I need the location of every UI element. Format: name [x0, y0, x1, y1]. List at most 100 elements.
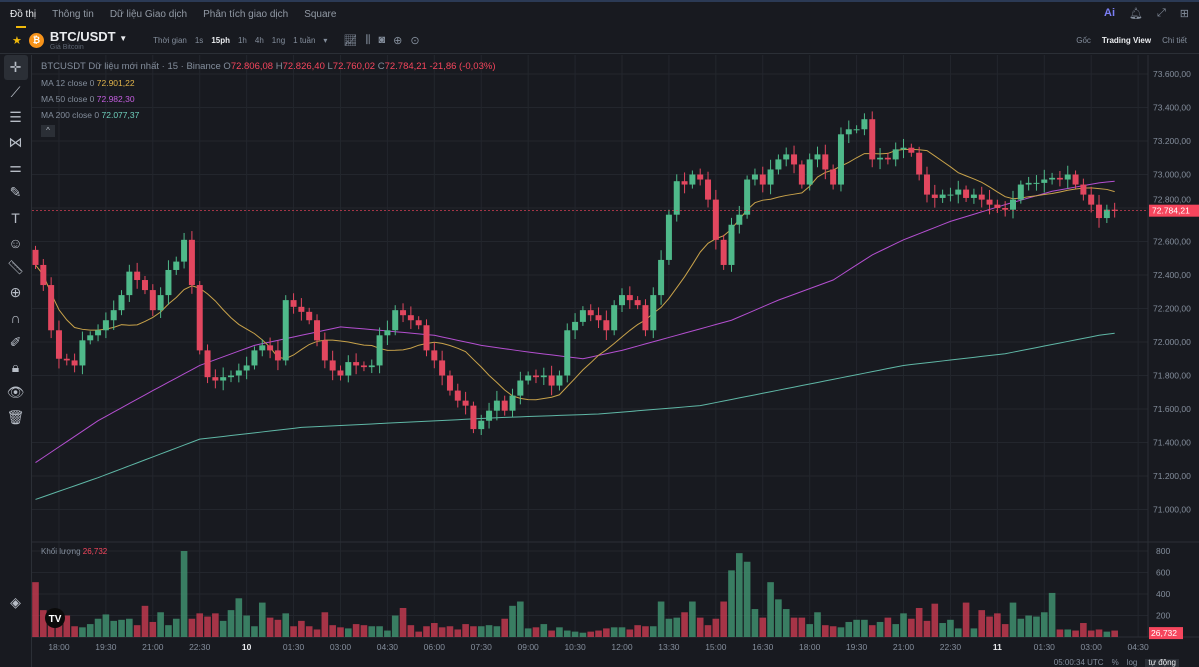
- candle: [329, 360, 336, 371]
- auto-toggle[interactable]: tự động: [1145, 659, 1179, 667]
- candle: [149, 290, 156, 311]
- interval-15m[interactable]: 15ph: [211, 35, 230, 45]
- eye-icon[interactable]: 👁︎: [6, 384, 25, 400]
- time-tick-label: 06:00: [424, 642, 446, 652]
- price-tick-label: 71.400,00: [1153, 438, 1191, 448]
- emoji-icon[interactable]: ☺: [8, 234, 23, 251]
- tab-chart[interactable]: Đồ thị: [10, 9, 37, 28]
- log-toggle[interactable]: log: [1126, 658, 1138, 667]
- volume-bar: [673, 617, 681, 637]
- crosshair-icon[interactable]: ✛: [3, 55, 28, 80]
- volume-bar: [196, 613, 204, 637]
- zoom-in-icon[interactable]: ⊕: [9, 284, 22, 300]
- candle: [564, 330, 571, 376]
- candle: [783, 154, 790, 160]
- candle: [923, 174, 930, 195]
- volume-bar: [876, 621, 884, 637]
- trendline-icon[interactable]: ⟋: [10, 84, 21, 100]
- tab-info[interactable]: Thông tin: [52, 9, 94, 20]
- favorite-star-icon[interactable]: ★: [12, 34, 22, 47]
- legend-high-label: H: [275, 61, 283, 72]
- indicators-icon[interactable]: 📈︎: [343, 34, 358, 47]
- volume-bar: [376, 626, 383, 637]
- volume-tick-label: 200: [1156, 611, 1170, 621]
- volume-bar: [712, 618, 720, 637]
- candle: [251, 350, 258, 366]
- lock-icon[interactable]: 🔒︎: [11, 359, 20, 375]
- price-tick-label: 72.200,00: [1153, 304, 1191, 314]
- settings-icon[interactable]: ⊙: [410, 34, 420, 47]
- ai-button[interactable]: Ai: [1104, 7, 1115, 19]
- trash-icon[interactable]: 🗑︎: [6, 409, 25, 425]
- interval-1d[interactable]: 1ng: [271, 35, 286, 45]
- candle: [321, 340, 328, 361]
- volume-bar: [845, 621, 853, 637]
- volume-bar: [470, 626, 477, 637]
- symbol-selector[interactable]: BTC/USDT ▼ Giá Bitcoin: [50, 29, 127, 51]
- candle: [892, 149, 899, 160]
- volume-bar: [219, 620, 227, 637]
- volume-bar: [861, 619, 868, 637]
- pattern-icon[interactable]: ⋈: [8, 134, 23, 150]
- interval-1w[interactable]: 1 tuần: [293, 35, 316, 45]
- horizontal-lines-icon[interactable]: ☰: [9, 109, 22, 125]
- interval-4h[interactable]: 4h: [254, 35, 264, 45]
- volume-legend: Khối lượng 26,732: [41, 547, 107, 556]
- time-tick-label: 11: [993, 642, 1002, 652]
- volume-bar: [321, 612, 329, 637]
- volume-bar: [485, 625, 493, 637]
- volume-bar: [1111, 630, 1118, 637]
- candle: [532, 375, 539, 378]
- text-icon[interactable]: T: [11, 209, 20, 226]
- expand-icon[interactable]: ⤢: [1156, 7, 1166, 19]
- view-original[interactable]: Gốc: [1076, 35, 1091, 45]
- candle: [376, 335, 383, 366]
- volume-tick-label: 800: [1156, 546, 1170, 556]
- tab-square[interactable]: Square: [304, 9, 337, 20]
- camera-icon[interactable]: ◙: [378, 34, 386, 46]
- volume-bar: [40, 610, 47, 637]
- candle: [681, 181, 688, 185]
- tab-trading-data[interactable]: Dữ liệu Giao dịch: [109, 9, 188, 20]
- add-icon[interactable]: ⊕: [393, 34, 403, 47]
- candle: [173, 261, 180, 270]
- legend-low-label: L: [327, 61, 333, 72]
- interval-more-icon[interactable]: ▾: [323, 35, 328, 45]
- percent-toggle[interactable]: %: [1111, 658, 1119, 667]
- candle: [587, 310, 594, 316]
- volume-bar: [1103, 631, 1111, 637]
- ruler-icon[interactable]: 📏︎: [6, 259, 25, 275]
- fib-icon[interactable]: ⚌: [9, 159, 22, 175]
- volume-bar: [415, 631, 422, 637]
- candle: [1056, 177, 1063, 180]
- interval-1s[interactable]: 1s: [194, 35, 204, 45]
- magnet-icon[interactable]: ∩: [10, 309, 21, 326]
- volume-bar: [329, 625, 336, 637]
- volume-bar: [290, 626, 297, 637]
- candle: [1033, 182, 1040, 184]
- volume-bar: [258, 602, 266, 637]
- tab-trade-analysis[interactable]: Phân tích giao dịch: [203, 9, 289, 20]
- layers-icon[interactable]: ◈: [10, 594, 21, 610]
- bottom-bar: 05:00:34 UTC % log tự động: [1054, 659, 1179, 667]
- collapse-legend-icon[interactable]: ^: [41, 125, 55, 137]
- volume-bar: [579, 632, 587, 637]
- chart-legend: BTCUSDT Dữ liệu mới nhất · 15 · Binance …: [41, 59, 496, 137]
- candle: [955, 189, 962, 195]
- bell-icon[interactable]: 🔔︎: [1129, 8, 1143, 20]
- brush-icon[interactable]: ✎: [9, 184, 22, 200]
- price-chart[interactable]: 73.600,00 73.400,00 73.200,00 73.000,00 72.8…: [32, 55, 1199, 667]
- volume-bar: [298, 620, 305, 637]
- grid-icon[interactable]: ⊞: [1179, 8, 1189, 20]
- candle: [235, 370, 242, 376]
- volume-bar: [431, 623, 438, 637]
- view-tradingview[interactable]: Trading View: [1101, 35, 1152, 45]
- interval-1h[interactable]: 1h: [237, 35, 247, 45]
- volume-bar: [736, 553, 743, 637]
- price-tick-label: 71.600,00: [1153, 404, 1191, 414]
- lock-drawing-icon[interactable]: ✐: [9, 334, 22, 350]
- chart-type-icon[interactable]: ⫼: [365, 33, 371, 46]
- volume-bar: [696, 617, 704, 637]
- time-tick-label: 10: [242, 642, 252, 652]
- view-depth[interactable]: Chi tiết: [1162, 35, 1187, 45]
